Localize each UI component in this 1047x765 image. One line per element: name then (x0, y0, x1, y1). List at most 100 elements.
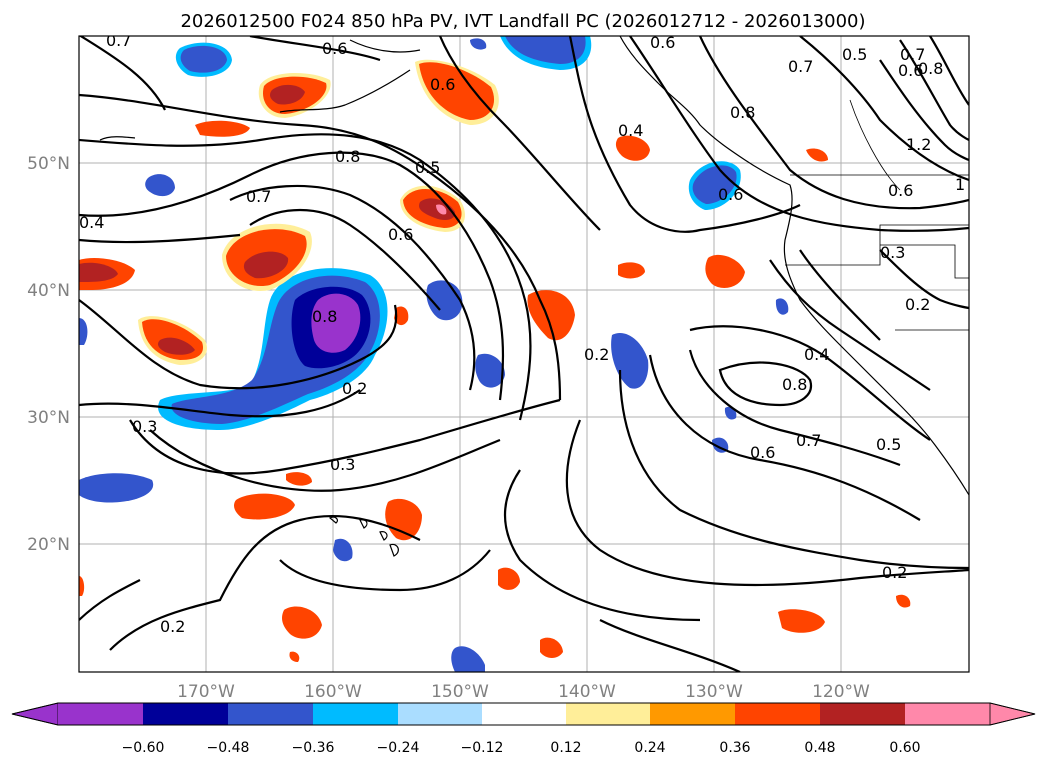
lon-label: 160°W (304, 682, 362, 702)
pv-positive-area (243, 251, 289, 279)
colorbar-segment (58, 703, 143, 725)
colorbar-segment (905, 703, 990, 725)
contour-label: 0.8 (312, 307, 337, 326)
colorbar-segment (566, 703, 650, 725)
pv-positive-area (778, 609, 825, 633)
colorbar: −0.60 −0.48 −0.36 −0.24 −0.12 0.12 0.24 … (11, 702, 1036, 756)
pv-positive-area (806, 148, 828, 162)
pv-positive-area (436, 204, 447, 215)
lon-label: 140°W (558, 682, 616, 702)
colorbar-tick-label: −0.12 (461, 740, 504, 756)
contour-label: 0.5 (415, 158, 440, 177)
map-frame (78, 35, 970, 673)
contour-label: 0.5 (842, 45, 867, 64)
colorbar-segment (228, 703, 313, 725)
pv-negative-area (470, 38, 487, 50)
pv-positive-area (419, 62, 495, 120)
contour-label: 0.7 (788, 57, 813, 76)
contour-label: 0.3 (330, 455, 355, 474)
contour-labels: 0.7 0.6 0.8 0.5 0.7 0.4 0.6 0.8 0.5 0.7 … (79, 31, 965, 636)
colorbar-tick-label: 0.12 (550, 740, 581, 756)
contour-label: 0.6 (650, 33, 675, 52)
colorbar-segment (820, 703, 905, 725)
figure-title: 2026012500 F024 850 hPa PV, IVT Landfall… (180, 11, 865, 32)
pv-negative-area (145, 174, 175, 197)
pv-positive-area (195, 120, 250, 137)
lat-label: 50°N (27, 154, 70, 174)
pv-negative-area (333, 538, 353, 562)
colorbar-tick-label: 0.24 (634, 740, 665, 756)
colorbar-tick-label: −0.36 (292, 740, 335, 756)
contour-label: 0.6 (750, 443, 775, 462)
contour-label: 0.2 (584, 345, 609, 364)
map-panel: 0.7 0.6 0.8 0.5 0.7 0.4 0.6 0.8 0.5 0.7 … (78, 31, 970, 673)
pv-negative-area (775, 298, 789, 315)
contour-label: 0.2 (160, 617, 185, 636)
pv-positive-area (270, 84, 305, 105)
pv-positive-area (157, 337, 195, 355)
contour-label: 0.7 (246, 187, 271, 206)
contour-label: 0.6 (430, 75, 455, 94)
colorbar-segment (398, 703, 482, 725)
colorbar-tick-label: −0.24 (377, 740, 420, 756)
pv-positive-area (286, 472, 312, 486)
colorbar-segment (313, 703, 398, 725)
colorbar-tick-label: −0.60 (122, 740, 165, 756)
colorbar-extend-high (989, 702, 1036, 726)
colorbar-segment (650, 703, 735, 725)
contour-label: 0.6 (888, 181, 913, 200)
latitude-labels: 50°N 40°N 30°N 20°N (27, 154, 70, 555)
contour-label: 0.4 (79, 213, 104, 232)
colorbar-outline (11, 702, 1036, 726)
pv-negative-area (180, 45, 227, 73)
pv-negative-area (79, 473, 154, 503)
lat-label: 20°N (27, 535, 70, 555)
lat-label: 30°N (27, 408, 70, 428)
lon-label: 130°W (685, 682, 743, 702)
colorbar-segment (735, 703, 820, 725)
colorbar-tick-label: −0.48 (207, 740, 250, 756)
pv-negative-area (79, 318, 88, 345)
contour-label: 0.3 (132, 417, 157, 436)
contour-label: 0.7 (796, 431, 821, 450)
contour-label: 0.4 (618, 121, 643, 140)
ivt-contours (79, 36, 969, 672)
contour-label: 0.6 (898, 61, 923, 80)
colorbar-segment (143, 703, 228, 725)
pv-positive-area (289, 651, 300, 662)
contour-label: 0.4 (804, 345, 829, 364)
colorbar-segment (482, 703, 566, 725)
pv-negative-area (475, 353, 505, 388)
pv-positive-area (615, 135, 650, 161)
contour-label: 0.8 (335, 147, 360, 166)
pv-positive-area (527, 290, 575, 341)
contour-label: 0.8 (730, 103, 755, 122)
contour-label: 0.6 (388, 225, 413, 244)
contour-label: 0.7 (106, 31, 131, 50)
contour-label: 0.6 (322, 39, 347, 58)
contour-label: 0.2 (905, 295, 930, 314)
colorbar-extend-low (11, 702, 59, 726)
lat-label: 40°N (27, 281, 70, 301)
contour-label: 0.7 (900, 45, 925, 64)
contour-label: 0.8 (918, 59, 943, 78)
pv-negative-area (505, 36, 586, 64)
coastlines (99, 36, 969, 557)
pv-positive-area (282, 606, 322, 639)
pv-positive-area (618, 262, 645, 279)
pv-positive-area (896, 594, 911, 608)
longitude-labels: 170°W 160°W 150°W 140°W 130°W 120°W (177, 682, 870, 702)
lon-label: 120°W (812, 682, 870, 702)
colorbar-tick-label: 0.48 (804, 740, 835, 756)
pv-positive-area (79, 262, 118, 282)
lon-label: 150°W (431, 682, 489, 702)
pv-positive-area (540, 637, 563, 658)
colorbar-tick-label: 0.60 (889, 740, 920, 756)
pv-positive-area (394, 306, 409, 326)
contour-label: 0.5 (876, 435, 901, 454)
pv-negative-area (451, 646, 485, 672)
contour-label: 0.2 (342, 379, 367, 398)
contour-label: 0.8 (782, 375, 807, 394)
contour-label: 0.3 (880, 243, 905, 262)
